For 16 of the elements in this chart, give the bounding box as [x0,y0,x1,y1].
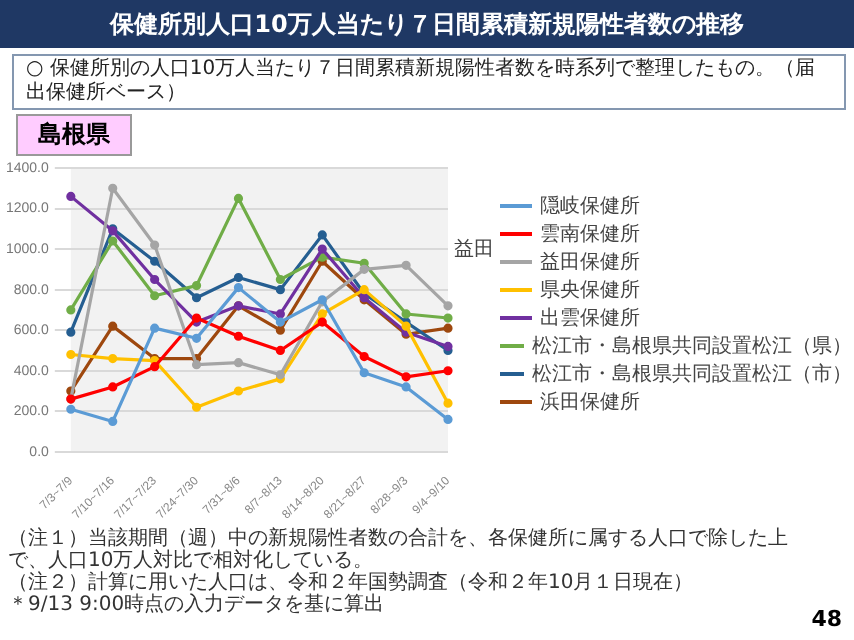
legend-label: 雲南保健所 [540,221,640,248]
legend-label: 松江市・島根県共同設置松江（県） [532,333,852,360]
legend-label: 松江市・島根県共同設置松江（市） [532,361,852,388]
legend-label: 益田保健所 [540,249,640,276]
text: 48 [811,606,842,632]
text: ＊9/13 9:00時点の入力データを基に算出 [8,594,387,616]
text: （注２）計算に用いた人口は、令和２年国勢調査（令和２年10月１日現在） [8,572,696,594]
text: （注１）当該期間（週）中の新規陽性者数の合計を、各保健所に属する人口で除した上で、人口10万人対比で相対化している。 [8,528,790,572]
legend-label: 隠岐保健所 [540,193,640,220]
chart-title: 保健所別人口10万人当たり７日間累積新規陽性者数の推移 [0,0,854,48]
chart-subtitle: ○ 保健所別の人口10万人当たり７日間累積新規陽性者数を時系列で整理したもの。（届出保健所ベース） [12,54,846,110]
text: 益田 [454,237,494,262]
legend-label: 浜田保健所 [540,389,640,416]
legend-label: 県央保健所 [540,277,640,304]
legend-label: 出雲保健所 [540,305,640,332]
text: 島根県 [16,114,132,156]
